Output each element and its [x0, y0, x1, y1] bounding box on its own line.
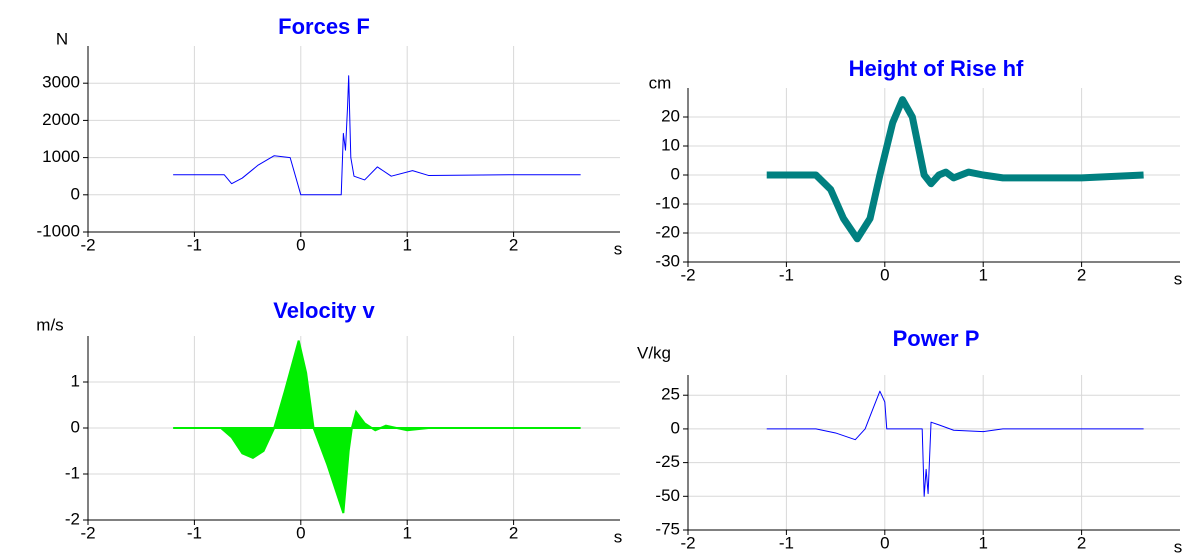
data-line: [766, 96, 1144, 243]
y-axis-label: N: [56, 29, 68, 48]
x-tick-label: -1: [187, 235, 202, 254]
chart-title: Height of Rise hf: [849, 56, 1024, 81]
y-tick-label: 20: [661, 106, 680, 125]
y-tick-label: 0: [71, 417, 80, 436]
y-tick-label: 10: [661, 135, 680, 154]
y-axis-label: m/s: [36, 315, 63, 334]
y-axis-label: cm: [649, 73, 672, 92]
x-tick-label: 0: [880, 265, 889, 284]
x-tick-label: 0: [296, 523, 305, 542]
x-axis-label: s: [614, 527, 623, 546]
x-tick-label: 0: [296, 235, 305, 254]
y-tick-label: 2000: [42, 110, 80, 129]
y-tick-label: -10: [655, 193, 680, 212]
y-tick-label: 1000: [42, 147, 80, 166]
x-tick-label: 1: [402, 523, 411, 542]
chart-title: Power P: [893, 326, 980, 351]
x-tick-label: -1: [187, 523, 202, 542]
x-tick-label: -1: [779, 533, 794, 552]
y-tick-label: -50: [655, 486, 680, 505]
y-tick-label: -25: [655, 452, 680, 471]
x-tick-label: 1: [978, 265, 987, 284]
x-axis-label: s: [614, 239, 623, 258]
y-tick-label: -1000: [37, 221, 80, 240]
x-tick-label: -2: [80, 523, 95, 542]
data-line: [173, 75, 581, 196]
x-tick-label: 2: [509, 523, 518, 542]
x-tick-label: -2: [680, 533, 695, 552]
x-axis-label: s: [1174, 537, 1183, 556]
y-tick-label: -20: [655, 222, 680, 241]
data-area: [173, 340, 581, 514]
y-tick-label: 25: [661, 385, 680, 404]
y-tick-label: 0: [671, 164, 680, 183]
y-tick-label: 0: [71, 184, 80, 203]
x-tick-label: -2: [80, 235, 95, 254]
x-tick-label: 1: [978, 533, 987, 552]
x-tick-label: -1: [779, 265, 794, 284]
x-tick-label: -2: [680, 265, 695, 284]
chart-title: Velocity v: [273, 298, 375, 323]
y-tick-label: -75: [655, 519, 680, 538]
y-tick-label: 3000: [42, 73, 80, 92]
x-tick-label: 0: [880, 533, 889, 552]
y-tick-label: 1: [71, 371, 80, 390]
x-tick-label: 2: [1077, 533, 1086, 552]
y-tick-label: -1: [65, 463, 80, 482]
x-tick-label: 2: [1077, 265, 1086, 284]
chart-title: Forces F: [278, 14, 370, 39]
y-axis-label: V/kg: [637, 343, 671, 362]
x-axis-label: s: [1174, 269, 1183, 288]
x-tick-label: 1: [402, 235, 411, 254]
y-tick-label: 0: [671, 418, 680, 437]
y-tick-label: -30: [655, 251, 680, 270]
x-tick-label: 2: [509, 235, 518, 254]
data-line: [766, 390, 1144, 497]
y-tick-label: -2: [65, 509, 80, 528]
